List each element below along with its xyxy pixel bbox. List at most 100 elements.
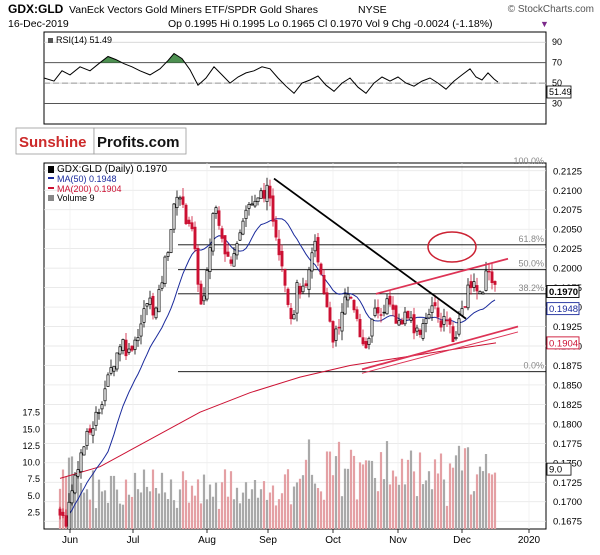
volume-bar: [208, 484, 212, 529]
price-tick-label: 0.2125: [553, 166, 582, 177]
rsi-tick-label: 50: [552, 78, 562, 88]
candle-body: [76, 469, 80, 477]
candle-body: [328, 307, 332, 322]
volume-bar: [130, 496, 134, 529]
candle-body: [316, 237, 320, 263]
candle-body: [295, 282, 299, 314]
value-badge-text-ma200: 0.1904: [549, 338, 578, 349]
volume-bar: [175, 507, 179, 529]
candle-body: [142, 308, 146, 323]
candle-body: [424, 318, 428, 324]
descending-resistance-trendline: [273, 177, 467, 320]
candle-body: [307, 269, 311, 290]
candle-body: [265, 184, 269, 202]
candle-body: [394, 305, 398, 324]
candle-body: [241, 220, 245, 235]
volume-tick-label: 2.5: [27, 507, 40, 517]
volume-bar: [274, 505, 278, 529]
candle-body: [283, 268, 287, 286]
value-badge-text-close: 0.1970: [549, 287, 578, 298]
candle-body: [325, 292, 329, 308]
volume-bar: [226, 496, 230, 529]
candle-body: [418, 329, 422, 335]
candle-body: [151, 295, 155, 316]
candle-body: [484, 270, 488, 291]
rsi-line: [43, 52, 499, 95]
volume-bar: [352, 455, 356, 529]
candle-body: [127, 348, 131, 353]
candle-body: [274, 219, 278, 238]
volume-bar: [190, 485, 194, 529]
x-tick-label: Sep: [259, 535, 277, 546]
price-tick-label: 0.2100: [553, 186, 582, 197]
volume-bar: [262, 481, 266, 529]
volume-bar: [292, 486, 296, 529]
candle-body: [145, 303, 149, 307]
candle-body: [202, 295, 206, 302]
candle-body: [91, 428, 95, 436]
candle-body: [385, 298, 389, 315]
rsi-label: RSI(14) 51.49: [56, 35, 112, 45]
legend-main-label: GDX:GLD (Daily) 0.1970: [57, 164, 167, 175]
value-badge-text-ma50: 0.1948: [549, 304, 578, 315]
volume-bar: [340, 496, 344, 529]
volume-bar: [235, 487, 239, 529]
volume-bar: [280, 493, 284, 529]
volume-bar: [100, 491, 104, 529]
volume-bar: [403, 484, 407, 529]
volume-bar: [79, 483, 83, 529]
volume-bar: [145, 486, 149, 529]
candle-body: [442, 315, 446, 325]
volume-bar: [409, 450, 413, 529]
candle-body: [169, 229, 173, 253]
candle-body: [262, 190, 266, 199]
candle-body: [244, 209, 248, 219]
volume-bar: [229, 471, 233, 529]
candle-body: [139, 323, 143, 337]
volume-bar: [346, 468, 350, 529]
volume-bar: [166, 499, 170, 529]
volume-bar: [343, 468, 347, 529]
volume-bar: [349, 449, 353, 529]
candle-body: [160, 282, 164, 289]
volume-bar: [397, 484, 401, 529]
logo-text-sunshine: Sunshine: [19, 134, 87, 151]
volume-bar: [484, 454, 488, 529]
volume-bar: [328, 451, 332, 529]
candle-body: [115, 352, 119, 370]
candle-body: [427, 314, 431, 319]
volume-bar: [313, 483, 317, 529]
volume-bar: [202, 474, 206, 529]
exchange-label: NYSE: [358, 4, 387, 16]
volume-bar: [232, 499, 236, 529]
volume-bar: [451, 467, 455, 529]
value-badge-text-volume: 9.0: [549, 465, 562, 476]
candle-body: [271, 195, 275, 222]
volume-bar: [307, 439, 311, 529]
volume-bar: [406, 459, 410, 529]
candle-body: [439, 320, 443, 328]
price-tick-label: 0.2075: [553, 205, 582, 216]
volume-bar: [304, 459, 308, 529]
volume-bar: [157, 493, 161, 529]
x-tick-label: Oct: [325, 535, 341, 546]
candle-body: [304, 283, 308, 287]
volume-bar: [388, 484, 392, 529]
volume-bar: [412, 471, 416, 529]
volume-bar: [247, 498, 251, 529]
volume-bar: [115, 489, 119, 529]
volume-bar: [91, 470, 95, 529]
volume-bar: [250, 489, 254, 529]
volume-bar: [169, 479, 173, 529]
volume-bar: [253, 479, 257, 529]
candle-body: [286, 288, 290, 305]
volume-bar: [331, 475, 335, 529]
candle-body: [331, 321, 335, 343]
volume-bar: [469, 494, 473, 529]
candle-body: [175, 196, 179, 208]
quote-summary: Op 0.1995 Hi 0.1995 Lo 0.1965 Cl 0.1970 …: [168, 18, 493, 30]
candle-body: [229, 259, 233, 264]
candle-body: [196, 248, 200, 285]
candle-body: [370, 318, 374, 337]
